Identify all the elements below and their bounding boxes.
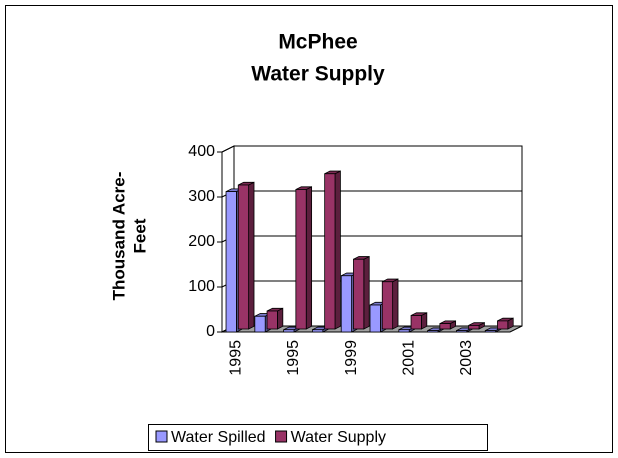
- y-tick-label: 400: [188, 143, 215, 160]
- chart-title: McPhee: [278, 31, 357, 54]
- bar-front: [497, 320, 509, 330]
- y-tick-label: 200: [188, 233, 215, 250]
- bar-front: [266, 310, 278, 330]
- bar-side: [277, 307, 284, 330]
- bar-front: [410, 315, 422, 330]
- bar-front: [484, 330, 496, 333]
- bar: [353, 255, 370, 330]
- y-axis-label: Thousand Acre- Feet: [109, 172, 149, 301]
- legend-label: Water Supply: [291, 429, 386, 446]
- bar: [439, 320, 457, 330]
- x-tick-label: 1995: [228, 340, 245, 376]
- y-axis-label-line: Thousand Acre-: [109, 172, 128, 301]
- bar-front: [340, 275, 352, 333]
- chart-title: Water Supply: [251, 63, 385, 86]
- bar: [381, 278, 399, 330]
- bar: [468, 322, 485, 330]
- legend-swatch: [155, 430, 168, 443]
- bar: [266, 307, 284, 330]
- legend: [148, 424, 488, 451]
- grid-line: [221, 145, 522, 153]
- bar-front: [225, 191, 237, 333]
- bar-side: [392, 278, 399, 330]
- bar-side: [363, 255, 370, 330]
- bar-side: [248, 181, 255, 330]
- bar-front: [381, 281, 394, 330]
- x-tick-label: 2001: [400, 340, 417, 376]
- x-tick-label: 2003: [458, 340, 475, 376]
- bar-side: [305, 186, 313, 330]
- bar: [324, 170, 341, 330]
- x-tick-label: 1995: [285, 340, 302, 376]
- x-tick-label: 1999: [343, 340, 360, 376]
- y-axis-label-line: Feet: [130, 218, 149, 253]
- bar-front: [324, 173, 336, 330]
- bar-side: [334, 170, 341, 330]
- y-tick-label: 0: [206, 323, 215, 340]
- bar-front: [369, 304, 381, 333]
- legend-label: Water Spilled: [171, 429, 266, 446]
- bar-front: [312, 329, 324, 333]
- bar-front: [427, 330, 439, 333]
- y-tick-label: 100: [188, 278, 215, 295]
- bar-front: [456, 330, 468, 333]
- bar-front: [468, 324, 480, 330]
- bar-front: [237, 184, 250, 330]
- bar: [237, 181, 255, 330]
- bar-front: [398, 329, 410, 333]
- bar: [410, 312, 428, 330]
- legend-swatch: [275, 430, 288, 443]
- bar-front: [439, 323, 451, 330]
- y-tick-label: 300: [188, 188, 215, 205]
- bar: [497, 317, 514, 330]
- bar-front: [353, 258, 365, 330]
- bar-front: [295, 189, 307, 330]
- bar: [295, 186, 313, 330]
- bar-front: [283, 329, 295, 333]
- bar-front: [254, 315, 266, 333]
